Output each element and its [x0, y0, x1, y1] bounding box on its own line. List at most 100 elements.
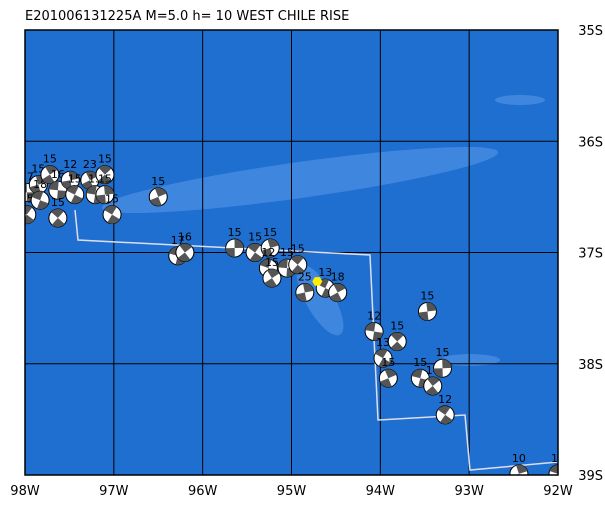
depth-label: 15: [105, 193, 119, 206]
compression-quadrant: [296, 283, 314, 302]
focal-mechanism: 16: [175, 231, 195, 262]
compression-quadrant: [365, 322, 383, 341]
focal-mechanism: 15: [288, 243, 308, 275]
focal-mechanism: 15: [48, 196, 68, 228]
focal-mechanism: 15: [260, 226, 280, 258]
depth-label: 15: [436, 346, 450, 359]
compression-quadrant: [48, 181, 67, 200]
compression-quadrant: [290, 255, 305, 274]
focal-mechanism: 13: [373, 336, 393, 368]
focal-mechanism: 10: [548, 452, 565, 475]
compression-quadrant: [61, 171, 80, 190]
title: E201006131225A M=5.0 h= 10 WEST CHILE RI…: [25, 9, 349, 24]
y-tick-label: 38S: [578, 358, 603, 373]
depth-label: 25: [298, 271, 312, 284]
compression-quadrant: [31, 191, 49, 210]
depth-label: 15: [265, 256, 279, 269]
compression-quadrant: [42, 165, 58, 184]
y-tick-label: 37S: [578, 247, 603, 262]
compression-quadrant: [247, 243, 263, 262]
depth-label: 12: [63, 158, 77, 171]
x-tick-label: 92W: [543, 484, 573, 499]
focal-mechanism: 15: [95, 153, 115, 185]
focal-mechanism: 12: [435, 393, 455, 425]
compression-quadrant: [96, 185, 114, 204]
depth-label: 12: [261, 246, 275, 259]
focal-mechanism: 15: [65, 173, 85, 205]
depth-label: 15: [43, 153, 57, 166]
compression-quadrant: [437, 405, 453, 424]
focal-mechanism: 15: [433, 346, 453, 378]
focal-mechanism: 15: [225, 226, 245, 258]
compression-quadrant: [380, 369, 397, 388]
compression-quadrant: [25, 205, 34, 224]
compression-quadrant: [418, 302, 437, 321]
depth-label: 23: [83, 158, 97, 171]
compression-quadrant: [264, 269, 280, 288]
depth-label: 13: [318, 266, 332, 279]
compression-quadrant: [433, 359, 452, 378]
focal-mechanism: 15: [148, 175, 168, 207]
depth-label: 17: [171, 234, 185, 247]
focal-mechanism: 15: [262, 256, 282, 288]
focal-mechanism: 12: [364, 309, 384, 341]
compression-quadrant: [225, 239, 244, 258]
compression-quadrant: [375, 349, 391, 368]
focal-mechanism: 15: [95, 173, 115, 205]
depth-label: 15: [420, 289, 434, 302]
focal-mechanism: 15: [102, 193, 122, 225]
focal-mechanism: 15: [417, 289, 437, 321]
depth-label: 15: [263, 226, 277, 239]
compression-quadrant: [278, 259, 296, 278]
focal-mechanism: 15: [20, 193, 37, 225]
plate-boundary: [74, 209, 559, 471]
y-tick-label: 35S: [578, 24, 603, 39]
focal-mechanism: 16: [48, 168, 68, 200]
focal-mechanism: 15: [245, 231, 265, 262]
focal-mechanism: 18: [328, 271, 348, 303]
x-tick-label: 94W: [366, 484, 396, 499]
focal-mechanism: 15: [40, 153, 60, 185]
frame: [24, 29, 559, 476]
depth-label: 15: [390, 320, 404, 333]
depth-label: 15: [291, 243, 305, 256]
compression-quadrant: [390, 332, 404, 351]
depth-label: 15: [98, 153, 112, 166]
focal-mechanism: 18: [30, 178, 50, 210]
focal-mechanism: 15: [378, 356, 398, 388]
compression-quadrant: [425, 377, 440, 395]
depth-label: 13: [376, 336, 390, 349]
compression-quadrant: [261, 238, 279, 258]
depth-label: 10: [551, 452, 565, 465]
compression-quadrant: [549, 464, 558, 475]
compression-quadrant: [81, 171, 98, 190]
depth-label: 12: [367, 309, 381, 322]
depth-label: 15: [248, 231, 262, 244]
depth-label: 15: [20, 193, 34, 206]
y-tick-label: 39S: [578, 469, 603, 484]
depth-label: 15: [413, 356, 427, 369]
focal-mechanism: 25: [295, 271, 315, 303]
compression-quadrant: [149, 187, 167, 206]
compression-quadrant: [515, 464, 528, 475]
depth-label: 15: [381, 356, 395, 369]
focal-mechanism: 15: [387, 320, 407, 351]
compression-quadrant: [104, 205, 120, 224]
depth-label: 10: [512, 452, 526, 465]
depth-label: 17: [20, 170, 34, 183]
compression-quadrant: [51, 209, 65, 228]
compression-quadrant: [98, 165, 112, 184]
y-tick-label: 36S: [578, 135, 603, 150]
x-tick-label: 98W: [10, 484, 40, 499]
depth-label: 15: [68, 173, 82, 186]
depth-label: 12: [438, 393, 452, 406]
depth-label: 15: [98, 173, 112, 186]
compression-quadrant: [66, 185, 83, 204]
compression-quadrant: [329, 283, 346, 302]
depth-label: 15: [151, 175, 165, 188]
x-tick-label: 97W: [99, 484, 129, 499]
focal-mechanism: 10: [509, 452, 529, 475]
x-tick-label: 93W: [454, 484, 484, 499]
depth-label: 15: [51, 196, 65, 209]
